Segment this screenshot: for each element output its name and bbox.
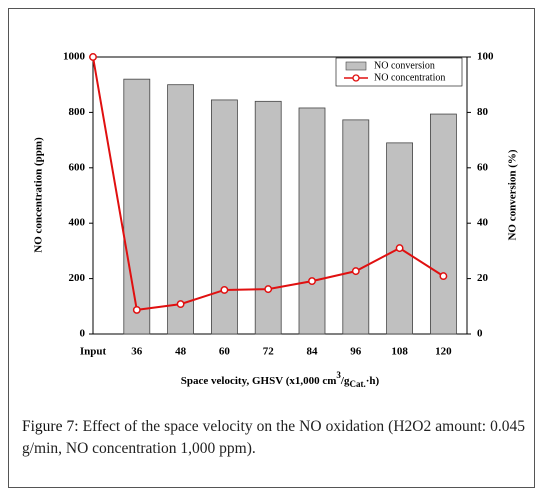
point <box>132 305 141 314</box>
chart: NO concentration (ppm) NO conversion (%)… <box>33 51 519 390</box>
y-tick-label: 1000 <box>63 51 86 63</box>
bar <box>429 113 457 335</box>
bar <box>298 107 326 335</box>
x-title-part: /g <box>340 375 350 387</box>
x-title-sup: 3 <box>336 370 341 380</box>
x-tick-label: Input <box>80 346 107 358</box>
y2-tick-label: 80 <box>477 106 489 118</box>
point <box>351 267 360 276</box>
point <box>264 285 273 294</box>
legend-label: NO conversion <box>374 60 435 71</box>
y2-tick-label: 0 <box>477 328 483 340</box>
point <box>439 272 448 281</box>
x-tick-label: 108 <box>391 346 408 358</box>
bar <box>254 100 282 335</box>
y-tick-label: 0 <box>80 328 86 340</box>
x-tick-label: 96 <box>350 346 362 358</box>
point <box>176 300 185 309</box>
figure-frame <box>8 8 535 488</box>
bar <box>123 78 151 335</box>
legend-swatch <box>345 61 367 71</box>
x-title-part: ·h) <box>366 375 380 387</box>
caption-text: Effect of the space velocity on the NO o… <box>22 418 525 457</box>
point <box>89 53 97 61</box>
point <box>308 277 316 286</box>
x-title-sub: Cat. <box>349 379 365 389</box>
y-tick-label: 400 <box>69 217 86 229</box>
y-axis-title: NO concentration (ppm) <box>33 137 45 253</box>
x-title-part: Space velocity, GHSV (x1,000 cm <box>181 375 337 387</box>
x-tick-label: 60 <box>219 346 231 358</box>
x-axis-title: Space velocity, GHSV (x1,000 cm3/gCat.·h… <box>181 370 380 389</box>
x-tick-label: 84 <box>307 346 319 358</box>
x-tick-label: 36 <box>131 346 143 358</box>
y-tick-label: 200 <box>69 272 86 284</box>
y2-tick-label: 100 <box>477 51 494 63</box>
point <box>395 244 404 253</box>
x-tick-label: 72 <box>263 346 275 358</box>
y2-axis-title: NO conversion (%) <box>507 149 519 240</box>
legend-label: NO concentration <box>374 72 445 83</box>
bar <box>167 84 195 335</box>
x-tick-label: 120 <box>435 346 452 358</box>
bar <box>342 119 370 335</box>
legend-marker <box>352 74 360 82</box>
y2-tick-label: 40 <box>477 217 489 229</box>
caption-label: Figure 7: <box>22 418 79 435</box>
y-tick-label: 800 <box>69 106 86 118</box>
bar <box>386 142 414 335</box>
caption: Figure 7: Effect of the space velocity o… <box>22 416 525 460</box>
x-tick-label: 48 <box>175 346 187 358</box>
y-tick-label: 600 <box>69 161 86 173</box>
y2-tick-label: 60 <box>477 161 489 173</box>
bar <box>210 99 238 335</box>
y2-tick-label: 20 <box>477 272 489 284</box>
point <box>220 286 229 294</box>
